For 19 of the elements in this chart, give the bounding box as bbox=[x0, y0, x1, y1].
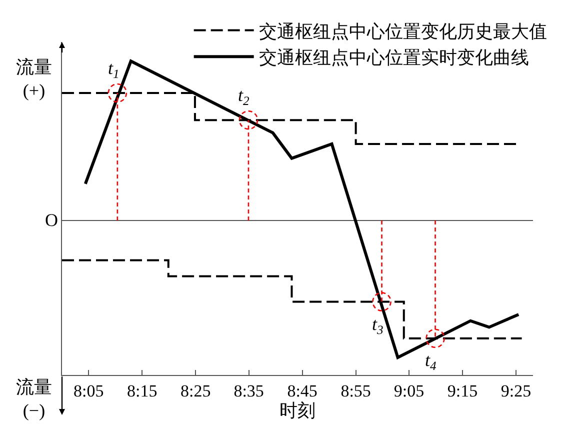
text: O bbox=[45, 210, 58, 230]
x-tick-label: 8:35 bbox=[234, 381, 264, 400]
text: 流量 (−) bbox=[16, 377, 52, 420]
x-tick-label: 8:55 bbox=[340, 381, 371, 400]
annotation: t$_{2}$ bbox=[238, 85, 250, 108]
annotation: t$_{4}$ bbox=[425, 350, 438, 373]
legend-label: 交通枢纽点中心位置变化历史最大值 bbox=[258, 21, 547, 42]
x-tick-label: 9:15 bbox=[447, 381, 478, 400]
x-tick-label: 8:05 bbox=[73, 381, 104, 400]
x-tick-label: 8:25 bbox=[180, 381, 211, 400]
x-tick-label: 8:15 bbox=[126, 381, 158, 400]
x-tick-label: 9:05 bbox=[394, 381, 424, 400]
x-tick-label: 9:25 bbox=[500, 381, 532, 400]
legend-label: 交通枢纽点中心位置实时变化曲线 bbox=[258, 48, 529, 68]
annotation: t$_{1}$ bbox=[108, 58, 120, 81]
x-tick-label: 8:45 bbox=[287, 381, 318, 400]
annotation: t$_{3}$ bbox=[372, 314, 384, 337]
x-axis-title: 时刻 bbox=[280, 400, 316, 420]
y-axis-title: 流量 (+) bbox=[16, 57, 52, 100]
